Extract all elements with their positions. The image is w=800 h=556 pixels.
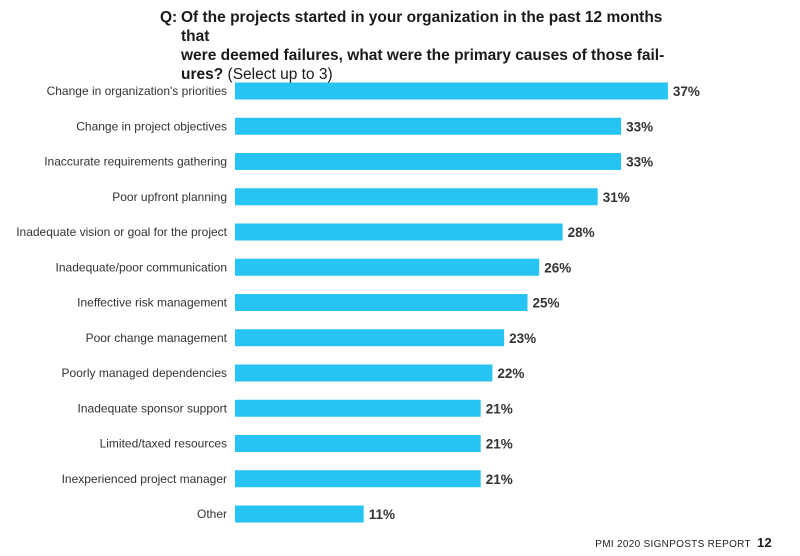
value-label: 21% — [486, 437, 513, 452]
bar — [235, 294, 528, 311]
page-footer: PMI 2020 SIGNPOSTS REPORT 12 — [595, 535, 772, 550]
value-label: 21% — [486, 472, 513, 487]
category-label: Limited/taxed resources — [100, 437, 227, 451]
value-label: 11% — [369, 507, 395, 522]
category-label: Inexperienced project manager — [62, 472, 227, 486]
question-line-3: ures? (Select up to 3) — [170, 65, 690, 84]
bar — [235, 223, 563, 241]
bar — [235, 188, 598, 206]
category-label: Poor upfront planning — [112, 190, 227, 204]
category-label: Change in project objectives — [76, 119, 227, 133]
bar — [235, 435, 481, 452]
category-label: Poorly managed dependencies — [62, 366, 227, 380]
bar — [235, 399, 481, 417]
bar — [235, 329, 505, 347]
bar — [235, 364, 493, 382]
category-label: Change in organization's priorities — [47, 84, 227, 98]
report-name: PMI 2020 SIGNPOSTS REPORT — [595, 539, 751, 550]
value-label: 21% — [486, 401, 513, 416]
value-label: 31% — [603, 190, 630, 205]
category-label: Inaccurate requirements gathering — [44, 155, 227, 169]
value-label: 25% — [533, 296, 560, 311]
category-label: Ineffective risk management — [77, 296, 228, 310]
value-label: 26% — [544, 260, 571, 275]
bar — [235, 470, 481, 488]
chart-question: Q: Of the projects started in your organ… — [160, 8, 690, 84]
value-label: 23% — [509, 331, 536, 346]
question-note: (Select up to 3) — [227, 66, 333, 83]
value-label: 33% — [626, 155, 653, 170]
bar — [235, 117, 622, 135]
category-label: Poor change management — [86, 331, 228, 345]
value-label: 28% — [568, 225, 595, 240]
question-line-2: were deemed failures, what were the prim… — [181, 47, 665, 64]
question-line-3-text: ures? — [181, 66, 224, 83]
page-number: 12 — [756, 535, 772, 550]
category-label: Other — [197, 507, 227, 521]
question-line-1: Of the projects started in your organiza… — [181, 9, 663, 45]
category-label: Inadequate vision or goal for the projec… — [16, 225, 227, 239]
category-label: Inadequate/poor communication — [56, 260, 227, 274]
value-label: 37% — [673, 84, 700, 99]
value-label: 22% — [497, 366, 524, 381]
bar — [235, 153, 622, 170]
bar — [235, 258, 540, 276]
value-label: 33% — [626, 119, 653, 134]
bar — [235, 82, 668, 100]
category-label: Inadequate sponsor support — [78, 401, 228, 415]
question-prefix: Q: — [160, 9, 178, 26]
bar — [235, 505, 364, 523]
